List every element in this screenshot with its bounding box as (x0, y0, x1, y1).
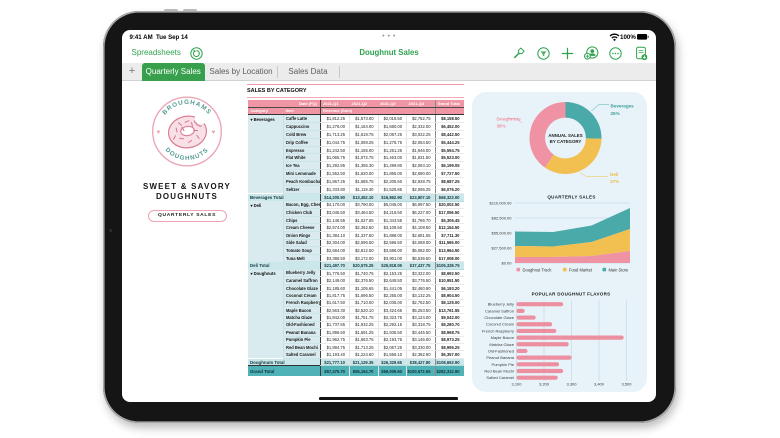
svg-text:French Raspberry: French Raspberry (482, 328, 514, 333)
svg-text:QUARTERLY SALES: QUARTERLY SALES (547, 195, 595, 200)
svg-text:3,100: 3,100 (511, 382, 522, 387)
svg-text:Pumpkin Pie: Pumpkin Pie (492, 362, 515, 367)
svg-text:25%: 25% (611, 111, 620, 116)
svg-text:ANNUAL SALES: ANNUAL SALES (548, 133, 582, 138)
svg-text:3,200: 3,200 (539, 382, 550, 387)
svg-text:Red Bean Mochi: Red Bean Mochi (484, 369, 514, 374)
svg-text:Caramel Saffron: Caramel Saffron (485, 308, 514, 313)
svg-text:$55,000.00: $55,000.00 (491, 231, 512, 236)
svg-text:BY CATEGORY: BY CATEGORY (550, 139, 582, 144)
svg-text:$27,500.00: $27,500.00 (491, 246, 512, 251)
svg-text:Coconut Cream: Coconut Cream (486, 322, 515, 327)
svg-text:Deli: Deli (610, 172, 618, 177)
svg-text:37%: 37% (610, 179, 619, 184)
svg-text:Doughnuts: Doughnuts (497, 117, 522, 122)
svg-text:3,300: 3,300 (566, 382, 577, 387)
svg-text:Doughnut Truck: Doughnut Truck (523, 267, 553, 272)
svg-text:Main Store: Main Store (609, 267, 630, 272)
svg-text:Old-Fashioned: Old-Fashioned (488, 348, 514, 353)
svg-text:Peanut Banana: Peanut Banana (486, 355, 514, 360)
svg-text:♥: ♥ (212, 129, 216, 136)
svg-text:Beverages: Beverages (611, 104, 635, 109)
svg-text:Food Market: Food Market (569, 267, 593, 272)
svg-text:POPULAR DOUGHNUT FLAVORS: POPULAR DOUGHNUT FLAVORS (532, 292, 611, 297)
svg-text:$0.00: $0.00 (501, 261, 512, 266)
svg-text:Chocolate Glaze: Chocolate Glaze (484, 315, 514, 320)
svg-text:Blueberry Jelly: Blueberry Jelly (488, 302, 514, 307)
svg-text:3,500: 3,500 (621, 382, 632, 387)
svg-text:Salted Caramel: Salted Caramel (486, 375, 514, 380)
svg-text:$82,500.00: $82,500.00 (491, 216, 512, 221)
svg-text:Maple Bacon: Maple Bacon (491, 335, 514, 340)
svg-text:38%: 38% (497, 124, 506, 129)
svg-text:Matcha Glaze: Matcha Glaze (489, 342, 514, 347)
svg-text:3,400: 3,400 (594, 382, 605, 387)
svg-text:♥: ♥ (157, 129, 161, 136)
svg-text:$110,000.00: $110,000.00 (490, 201, 513, 206)
